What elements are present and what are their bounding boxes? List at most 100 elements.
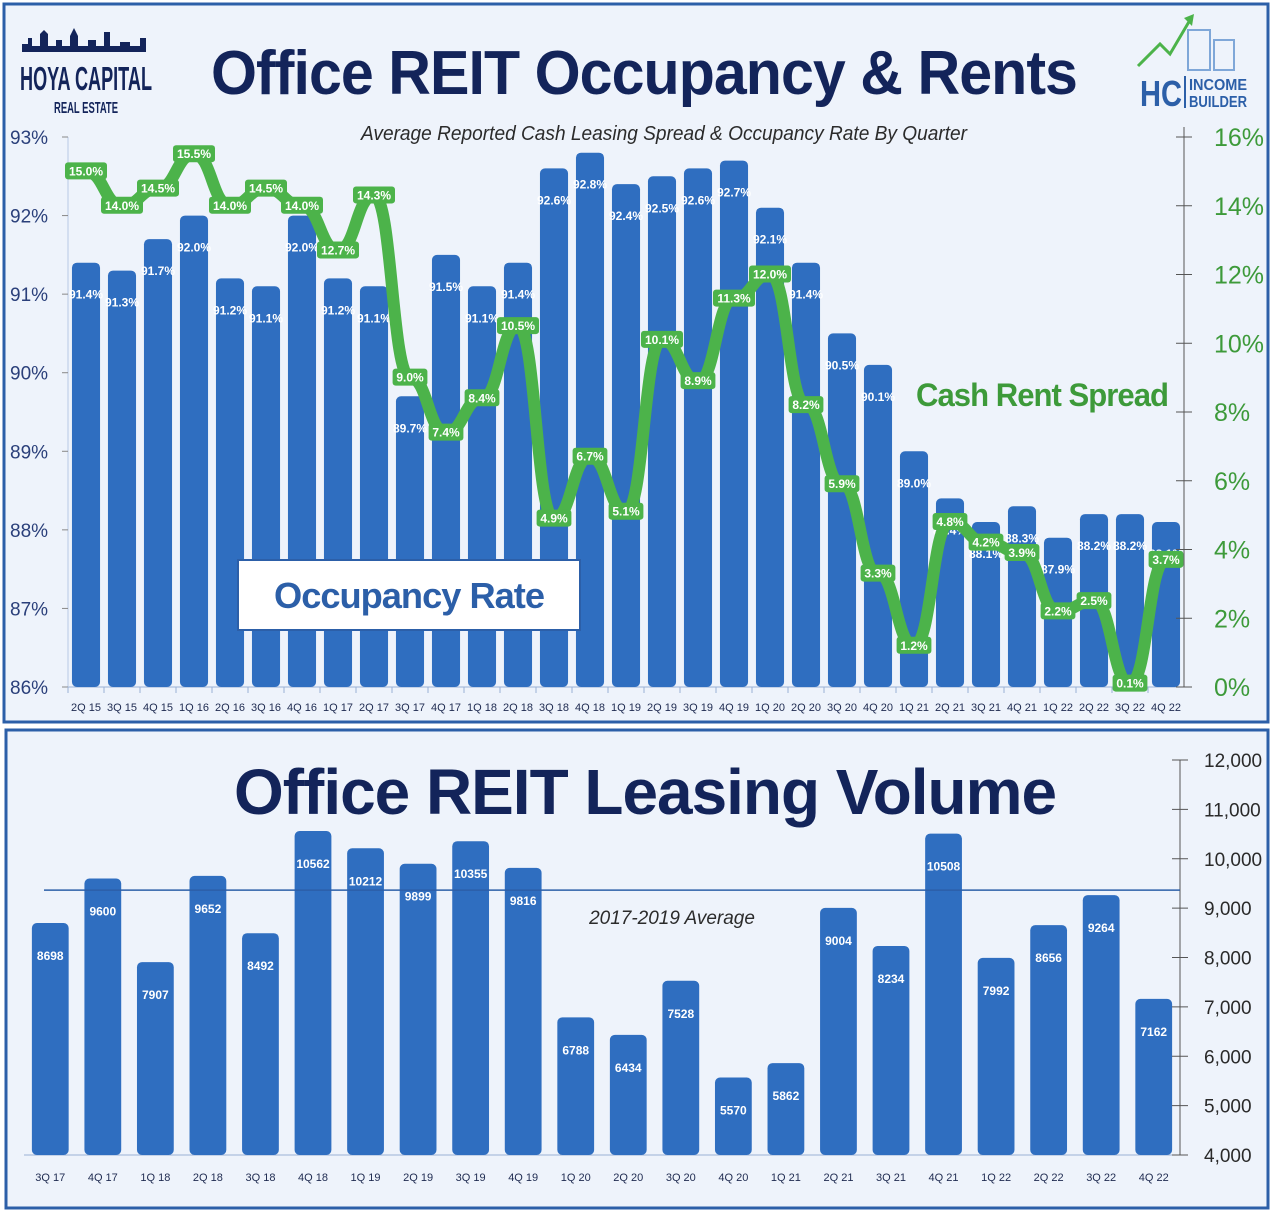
left-axis-ticks: 86% 87% 88% 89% 90% 91% 92% 93% (10, 128, 68, 699)
spread-label-bg (1076, 592, 1112, 610)
y-tick-label: 11,000 (1204, 800, 1261, 821)
occupancy-bar-label: 89.7% (393, 421, 427, 435)
occupancy-bar (395, 396, 425, 687)
left-tick-label: 87% (10, 599, 48, 620)
x-tick-label: 4Q 21 (1007, 702, 1037, 714)
x-tick-label: 2Q 18 (193, 1172, 223, 1184)
right-tick-label: 14% (1214, 193, 1264, 221)
x-tick-label: 4Q 20 (718, 1172, 748, 1184)
occupancy-bar (827, 333, 857, 687)
leasing-volume-bar-label: 8698 (37, 949, 64, 963)
trend-arrow-icon (1136, 19, 1192, 68)
spread-point-label: 8.2% (792, 398, 820, 412)
spread-point-label: 14.3% (357, 188, 391, 202)
spread-point-label: 14.0% (213, 199, 247, 213)
leasing-volume-bar (767, 1063, 805, 1155)
occupancy-bar-label: 92.4% (609, 209, 643, 223)
logo-line2: REAL ESTATE (54, 100, 118, 117)
occupancy-bar-label: 92.7% (717, 186, 751, 200)
logo-line1: HOYA CAPITAL (20, 60, 152, 97)
spread-point-label: 8.9% (684, 374, 712, 388)
spread-label-bg (428, 423, 464, 441)
x-tick-label: 3Q 17 (35, 1172, 65, 1184)
x-tick-label: 1Q 19 (611, 702, 641, 714)
leasing-volume-bar-label: 5570 (720, 1103, 747, 1117)
right-tick-label: 16% (1214, 124, 1264, 152)
right-tick-label: 12% (1214, 262, 1264, 290)
spread-point-label: 5.9% (828, 477, 856, 491)
occupancy-bar-labels: 91.4%91.3%91.7%92.0%91.2%91.1%92.0%91.2%… (69, 178, 1183, 577)
logo-mark: HC (1140, 73, 1182, 114)
leasing-volume-bar-label: 8492 (247, 959, 274, 973)
spread-point-label: 3.7% (1152, 553, 1180, 567)
occupancy-bar-label: 91.1% (465, 311, 499, 325)
x-tick-label: 3Q 20 (827, 702, 857, 714)
right-axis-ticks: 0% 2% 4% 6% 8% 10% 12% 14% 16% (1176, 124, 1264, 702)
x-tick-label: 4Q 21 (929, 1172, 959, 1184)
spread-point-label: 7.4% (432, 426, 460, 440)
x-tick-label: 4Q 19 (508, 1172, 538, 1184)
spread-label-bg (680, 372, 716, 390)
x-tick-label: 2Q 21 (935, 702, 965, 714)
left-tick-label: 90% (10, 364, 48, 385)
spread-label-bg (392, 368, 428, 386)
x-tick-label: 3Q 21 (876, 1172, 906, 1184)
x-tick-label: 1Q 18 (467, 702, 497, 714)
x-tick-label: 1Q 20 (755, 702, 785, 714)
occupancy-bar-label: 91.4% (501, 288, 535, 302)
right-tick-label: 0% (1214, 674, 1250, 702)
occupancy-bar-label: 92.0% (177, 241, 211, 255)
occupancy-bar (143, 239, 173, 687)
occupancy-bar (575, 152, 605, 687)
logo-divider (1184, 76, 1186, 108)
occupancy-bar-label: 92.1% (753, 233, 787, 247)
spread-point-label: 3.3% (864, 567, 892, 581)
leasing-volume-bar-label: 9600 (89, 905, 116, 919)
x-tick-label: 4Q 22 (1151, 702, 1181, 714)
spread-label-bg (65, 162, 107, 180)
spread-label-bg (932, 513, 968, 530)
x-tick-label: 3Q 16 (251, 702, 281, 714)
leasing-volume-bar (242, 933, 279, 1155)
leasing-volume-bar-label: 9652 (195, 902, 222, 916)
spread-point-label: 2.5% (1080, 594, 1108, 608)
spread-label-bg (536, 509, 572, 527)
x-tick-label: 1Q 21 (899, 702, 929, 714)
occupancy-bar (539, 168, 569, 687)
leasing-volume-bar (925, 833, 962, 1155)
spread-point-label: 10.1% (645, 333, 679, 347)
occupancy-bar-label: 88.2% (1077, 539, 1111, 553)
leasing-volume-bars (31, 831, 1173, 1155)
leasing-volume-bar (557, 1017, 595, 1155)
x-tick-label: 4Q 15 (143, 702, 173, 714)
x-tick-label: 2Q 19 (403, 1172, 433, 1184)
left-tick-label: 88% (10, 521, 48, 542)
leasing-volume-bar-labels: 8698 9600 7907 9652 8492 10562 10212 9899 10355 9… (37, 857, 1167, 1117)
spread-label-bg (713, 289, 755, 307)
x-tick-label: 1Q 20 (561, 1172, 591, 1184)
spread-label-bg (860, 564, 896, 582)
spread-label-bg (1148, 550, 1184, 568)
occupancy-bar (791, 262, 821, 687)
occupancy-bar-label: 91.5% (429, 280, 463, 294)
arrow-head-icon (1184, 14, 1194, 26)
spread-point-label: 14.0% (105, 199, 139, 213)
x-tick-label: 3Q 21 (971, 702, 1001, 714)
x-tick-label: 3Q 17 (395, 702, 425, 714)
x-tick-label: 4Q 17 (88, 1172, 118, 1184)
spread-point-label: 9.0% (396, 371, 424, 385)
y-tick-label: 5,000 (1204, 1097, 1252, 1118)
spread-point-label: 4.2% (972, 536, 1000, 550)
left-tick-label: 91% (10, 285, 48, 306)
left-tick-label: 92% (10, 207, 48, 228)
x-tick-label: 4Q 16 (287, 702, 317, 714)
right-tick-label: 2% (1214, 605, 1250, 633)
hoya-capital-logo: HOYA CAPITAL REAL ESTATE (20, 28, 152, 117)
occupancy-bar (755, 207, 785, 687)
spread-label-bg (281, 196, 323, 214)
spread-point-label: 5.1% (612, 505, 640, 519)
x-tick-label: 3Q 19 (683, 702, 713, 714)
leasing-volume-bar-label: 7528 (667, 1007, 694, 1021)
x-tick-label: 2Q 17 (359, 702, 389, 714)
x-tick-label: 1Q 17 (323, 702, 353, 714)
